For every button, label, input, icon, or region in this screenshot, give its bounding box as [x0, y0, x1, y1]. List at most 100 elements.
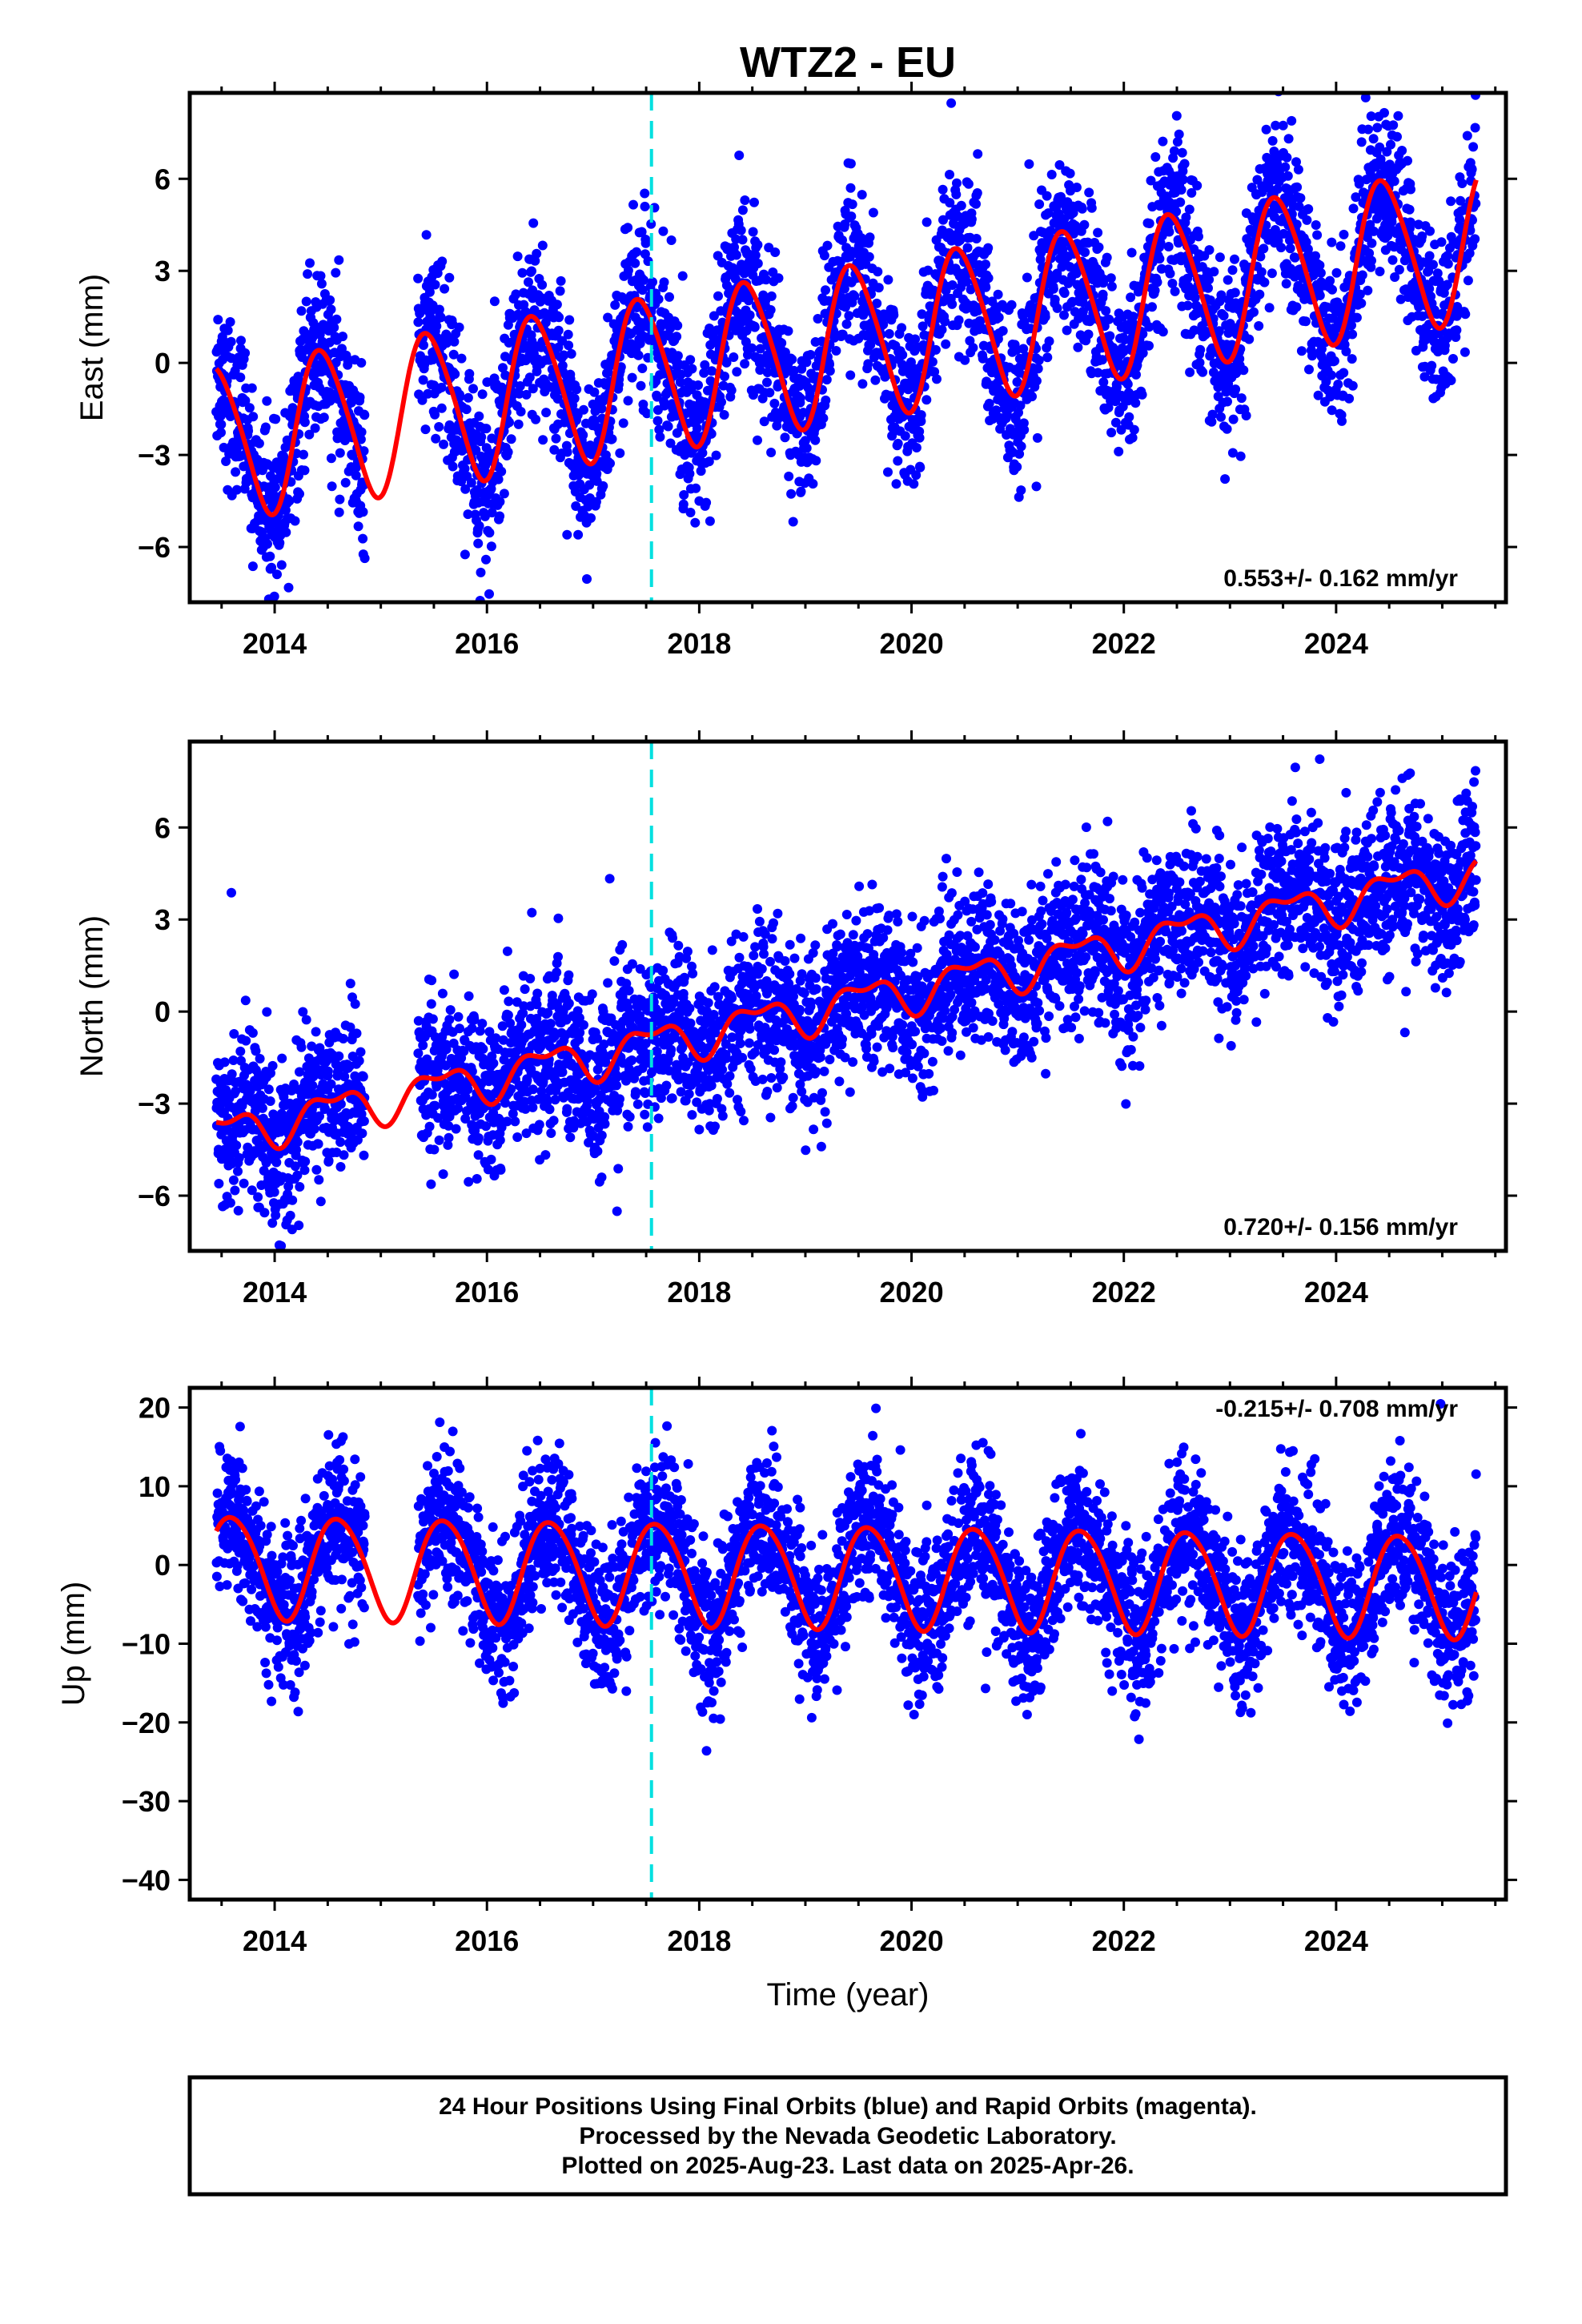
data-point [821, 375, 832, 385]
data-point [531, 414, 541, 424]
data-point [1315, 291, 1325, 300]
data-point [305, 258, 315, 268]
data-point [822, 240, 833, 251]
data-point [872, 298, 882, 308]
data-point [464, 368, 475, 379]
data-point [945, 198, 955, 208]
data-point [219, 1057, 230, 1068]
data-point [1177, 147, 1187, 158]
data-point [821, 395, 831, 405]
data-point [837, 329, 848, 340]
x-tick-label: 2016 [455, 627, 519, 660]
data-point [1042, 352, 1053, 363]
data-point [713, 291, 723, 301]
data-point [451, 1124, 461, 1134]
data-point [627, 372, 637, 383]
data-point [495, 1135, 505, 1145]
data-point [477, 1019, 488, 1029]
data-point [1093, 227, 1103, 238]
data-point [704, 456, 714, 467]
data-point [963, 179, 974, 189]
data-point [554, 312, 564, 323]
data-point [1267, 135, 1278, 146]
data-point [334, 1051, 344, 1061]
data-point [697, 448, 708, 458]
data-point [351, 1028, 362, 1039]
data-point [1034, 199, 1045, 209]
data-point [864, 251, 874, 262]
y-tick-label: −3 [138, 439, 171, 472]
data-point [981, 282, 991, 292]
data-point [482, 377, 492, 388]
data-point [555, 286, 565, 296]
data-point [916, 410, 926, 420]
data-point [750, 250, 761, 260]
data-point [1333, 380, 1343, 389]
data-point [699, 368, 709, 378]
data-point [1295, 193, 1306, 203]
data-point [310, 423, 320, 433]
data-point [941, 339, 951, 349]
data-point [511, 289, 521, 300]
data-point [1302, 215, 1312, 225]
chart-title: WTZ2 - EU [740, 38, 956, 86]
data-point [1470, 123, 1480, 133]
data-point [213, 315, 223, 325]
data-point [1059, 288, 1070, 298]
data-point [740, 195, 750, 205]
data-point [810, 435, 821, 445]
data-point [789, 365, 799, 376]
data-point [247, 561, 258, 572]
x-tick-label: 2014 [243, 627, 307, 660]
data-point [658, 226, 669, 236]
data-point [652, 392, 662, 402]
data-point [346, 397, 356, 408]
data-point [303, 269, 313, 279]
data-point [292, 1137, 303, 1148]
data-point [357, 1128, 367, 1139]
data-point [1278, 120, 1288, 131]
data-point [301, 296, 311, 307]
data-point [1405, 217, 1415, 227]
data-point [1192, 180, 1203, 191]
data-point [247, 1027, 258, 1038]
data-point [1291, 302, 1302, 312]
data-point [780, 432, 790, 443]
data-point [440, 283, 450, 294]
data-point [359, 410, 370, 420]
data-point [313, 1139, 323, 1149]
data-point [299, 417, 310, 428]
data-point [272, 569, 282, 580]
data-point [214, 1179, 224, 1188]
data-point [417, 395, 428, 405]
data-point [883, 467, 893, 477]
data-point [930, 344, 941, 355]
data-point [1264, 303, 1275, 313]
data-point [1227, 265, 1238, 275]
data-point [569, 393, 580, 404]
data-point [675, 377, 685, 388]
data-point [1368, 134, 1379, 144]
data-point [1171, 111, 1182, 121]
data-point [319, 412, 329, 423]
position-points [211, 754, 1481, 1251]
data-point [981, 259, 990, 270]
data-point [512, 251, 523, 262]
data-point [538, 435, 548, 445]
data-point [515, 381, 525, 391]
data-point [632, 247, 641, 257]
data-point [1209, 267, 1219, 277]
data-point [766, 291, 777, 301]
data-point [1255, 289, 1265, 300]
data-point [1356, 298, 1367, 308]
data-point [527, 907, 537, 918]
data-point [227, 887, 236, 898]
data-point [1024, 159, 1034, 169]
data-point [1182, 300, 1193, 311]
data-point [504, 417, 514, 428]
data-point [552, 967, 562, 978]
data-point [639, 275, 649, 285]
data-point [541, 408, 552, 418]
data-point [359, 446, 369, 456]
data-point [431, 433, 441, 444]
